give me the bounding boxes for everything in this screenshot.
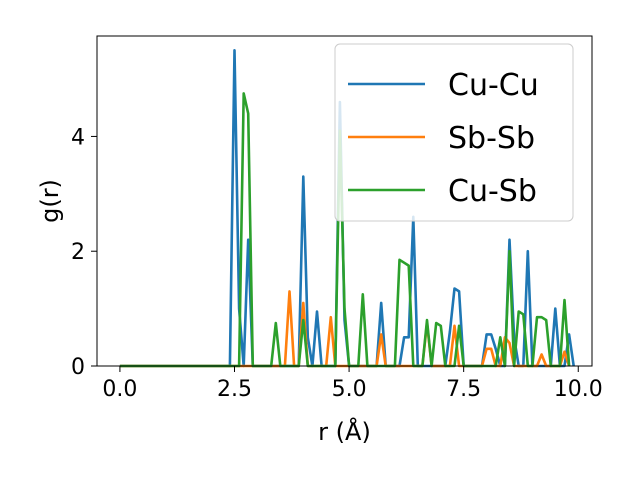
x-tick-label: 2.5 — [217, 377, 252, 402]
plot-frame — [96, 35, 593, 367]
y-tick-label: 2 — [71, 240, 85, 265]
x-axis-label: r (Å) — [318, 417, 371, 446]
y-axis-label: g(r) — [36, 179, 64, 223]
x-tick-label: 7.5 — [446, 377, 481, 402]
x-tick-label: 10.0 — [554, 377, 603, 402]
legend-label-cu-sb: Cu-Sb — [448, 174, 537, 209]
legend-label-cu-cu: Cu-Cu — [448, 68, 539, 103]
x-tick-label: 5.0 — [332, 377, 367, 402]
x-axis-ticks: 0.0 2.5 5.0 7.5 10.0 — [102, 366, 603, 402]
y-axis-ticks: 0 2 4 — [71, 125, 97, 380]
legend-box — [334, 43, 574, 222]
y-tick-label: 4 — [71, 125, 85, 150]
y-tick-label: 0 — [71, 355, 85, 380]
legend-label-sb-sb: Sb-Sb — [448, 121, 535, 156]
x-tick-label: 0.0 — [102, 377, 137, 402]
legend: Cu-Cu Sb-Sb Cu-Sb — [334, 43, 574, 222]
